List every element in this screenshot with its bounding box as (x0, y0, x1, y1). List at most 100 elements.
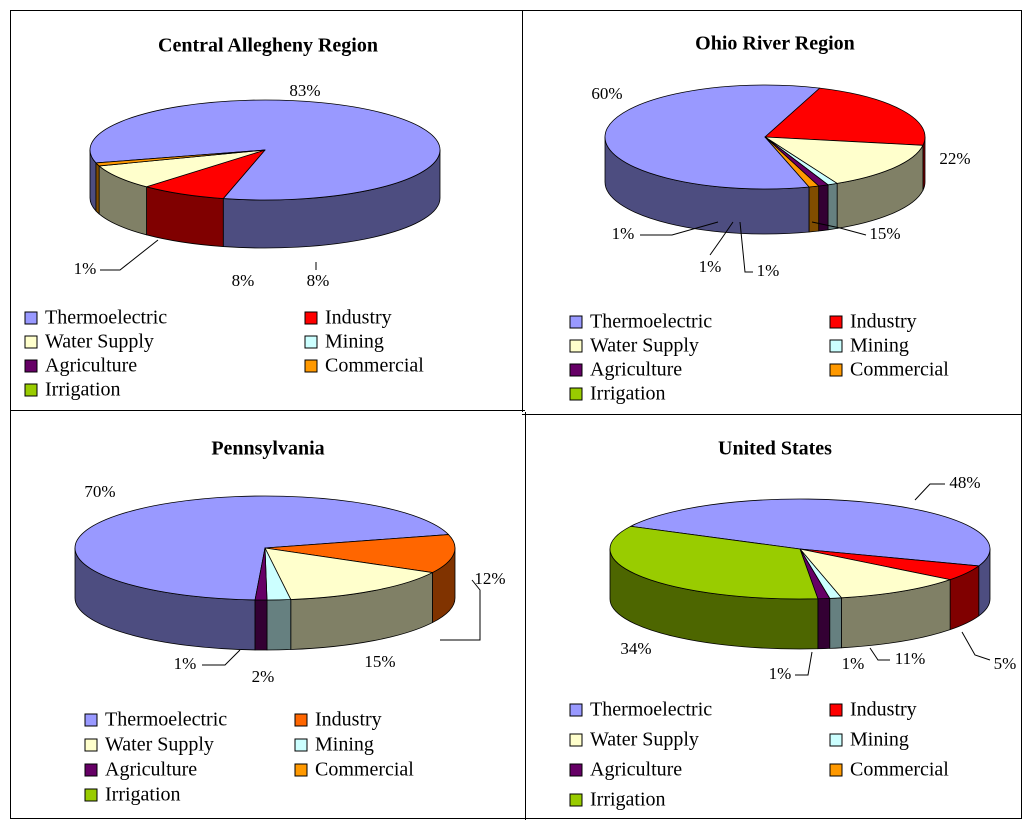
legend-label: Mining (315, 734, 374, 756)
data-label: 15% (364, 652, 395, 671)
leader-line (709, 221, 734, 256)
legend-label: Water Supply (590, 729, 699, 751)
legend-label: Commercial (315, 759, 414, 781)
data-label: 1% (174, 654, 197, 673)
pie-slice-side (254, 599, 268, 651)
data-label: 1% (699, 257, 722, 276)
pie-chart: Pennsylvania 70% 12% 15% 2% 1% Thermoelectric I… (74, 438, 506, 806)
data-label: 8% (232, 271, 255, 290)
leader-line (961, 631, 991, 661)
data-label: 1% (769, 664, 792, 683)
legend-swatch (829, 703, 843, 717)
pie-slice-side (95, 162, 100, 215)
pie-tops (604, 84, 926, 190)
legend-swatch (569, 363, 583, 377)
legend-label: Commercial (850, 759, 949, 781)
legend-label: Industry (850, 699, 917, 721)
pie-tops (609, 498, 991, 600)
pie-chart: Ohio River Region 60% 22% 15% 1% 1% 1% Thermoel… (569, 33, 971, 405)
panel-borders (10, 10, 1022, 820)
legend-label: Water Supply (105, 734, 214, 756)
legend-swatch (829, 339, 843, 353)
legend-label: Agriculture (105, 759, 197, 781)
legend-label: Irrigation (590, 383, 666, 405)
chart-title: Ohio River Region (695, 33, 855, 55)
legend-label: Thermoelectric (590, 311, 712, 333)
legend-label: Thermoelectric (45, 307, 167, 329)
leader-line (795, 651, 813, 676)
pie-slice (264, 534, 456, 573)
legend-label: Thermoelectric (105, 709, 227, 731)
legend-swatch (304, 311, 318, 325)
chart-title: Central Allegheny Region (158, 35, 378, 57)
legend-label: Industry (325, 307, 392, 329)
data-label: 2% (252, 667, 275, 686)
legend-label: Commercial (325, 355, 424, 377)
legend-swatch (84, 788, 98, 802)
pie-sides (89, 149, 441, 249)
chart-title: Pennsylvania (211, 438, 324, 460)
data-label: 1% (842, 654, 865, 673)
leader-line (739, 221, 753, 273)
pie-chart: Central Allegheny Region 83% 8% 8% 1% Thermoe… (24, 35, 441, 401)
leader-line (914, 483, 945, 501)
legend-label: Agriculture (590, 359, 682, 381)
legend-swatch (829, 763, 843, 777)
legend-label: Mining (850, 335, 909, 357)
legend-label: Mining (850, 729, 909, 751)
legend-label: Thermoelectric (590, 699, 712, 721)
pie-slice-side (829, 597, 842, 649)
pie-slice-side (817, 597, 831, 650)
legend-swatch (84, 738, 98, 752)
pie-slice (609, 525, 819, 600)
legend-swatch (829, 315, 843, 329)
data-label: 8% (307, 271, 330, 290)
pie-slice (630, 498, 991, 567)
leader-line (440, 579, 481, 641)
legend-label: Agriculture (45, 355, 137, 377)
legend-swatch (829, 733, 843, 747)
legend-swatch (24, 311, 38, 325)
legend-swatch (569, 703, 583, 717)
pie-tops (89, 99, 441, 201)
pie-slice (264, 547, 433, 600)
leader-line (869, 647, 890, 661)
pie-slice (764, 87, 926, 146)
pie-slice-side (827, 183, 838, 231)
legend-label: Commercial (850, 359, 949, 381)
legend-swatch (304, 359, 318, 373)
legend-label: Mining (325, 331, 384, 353)
pie-slice (254, 547, 268, 601)
legend-label: Irrigation (105, 784, 181, 806)
data-label: 48% (949, 473, 980, 492)
data-label: 1% (757, 261, 780, 280)
legend-swatch (294, 713, 308, 727)
data-label: 11% (895, 649, 926, 668)
legend-label: Industry (315, 709, 382, 731)
legend-label: Industry (850, 311, 917, 333)
legend-swatch (569, 733, 583, 747)
legend-label: Irrigation (45, 379, 121, 401)
data-label: 34% (620, 639, 651, 658)
legend-swatch (569, 315, 583, 329)
legend-swatch (829, 363, 843, 377)
legend-swatch (24, 383, 38, 397)
legend-swatch (569, 339, 583, 353)
legend-label: Water Supply (45, 331, 154, 353)
legend-swatch (84, 763, 98, 777)
legend-swatch (569, 793, 583, 807)
pie-slice (604, 84, 821, 190)
legend-swatch (294, 738, 308, 752)
leader-line (100, 239, 159, 271)
legend-swatch (569, 763, 583, 777)
pie-slice (764, 136, 924, 184)
legend-swatch (294, 763, 308, 777)
legend-label: Agriculture (590, 759, 682, 781)
pie-slice (764, 136, 820, 188)
pie-tops (74, 495, 456, 601)
legend-swatch (24, 359, 38, 373)
data-label: 12% (474, 569, 505, 588)
data-label: 15% (869, 224, 900, 243)
data-label: 1% (74, 259, 97, 278)
